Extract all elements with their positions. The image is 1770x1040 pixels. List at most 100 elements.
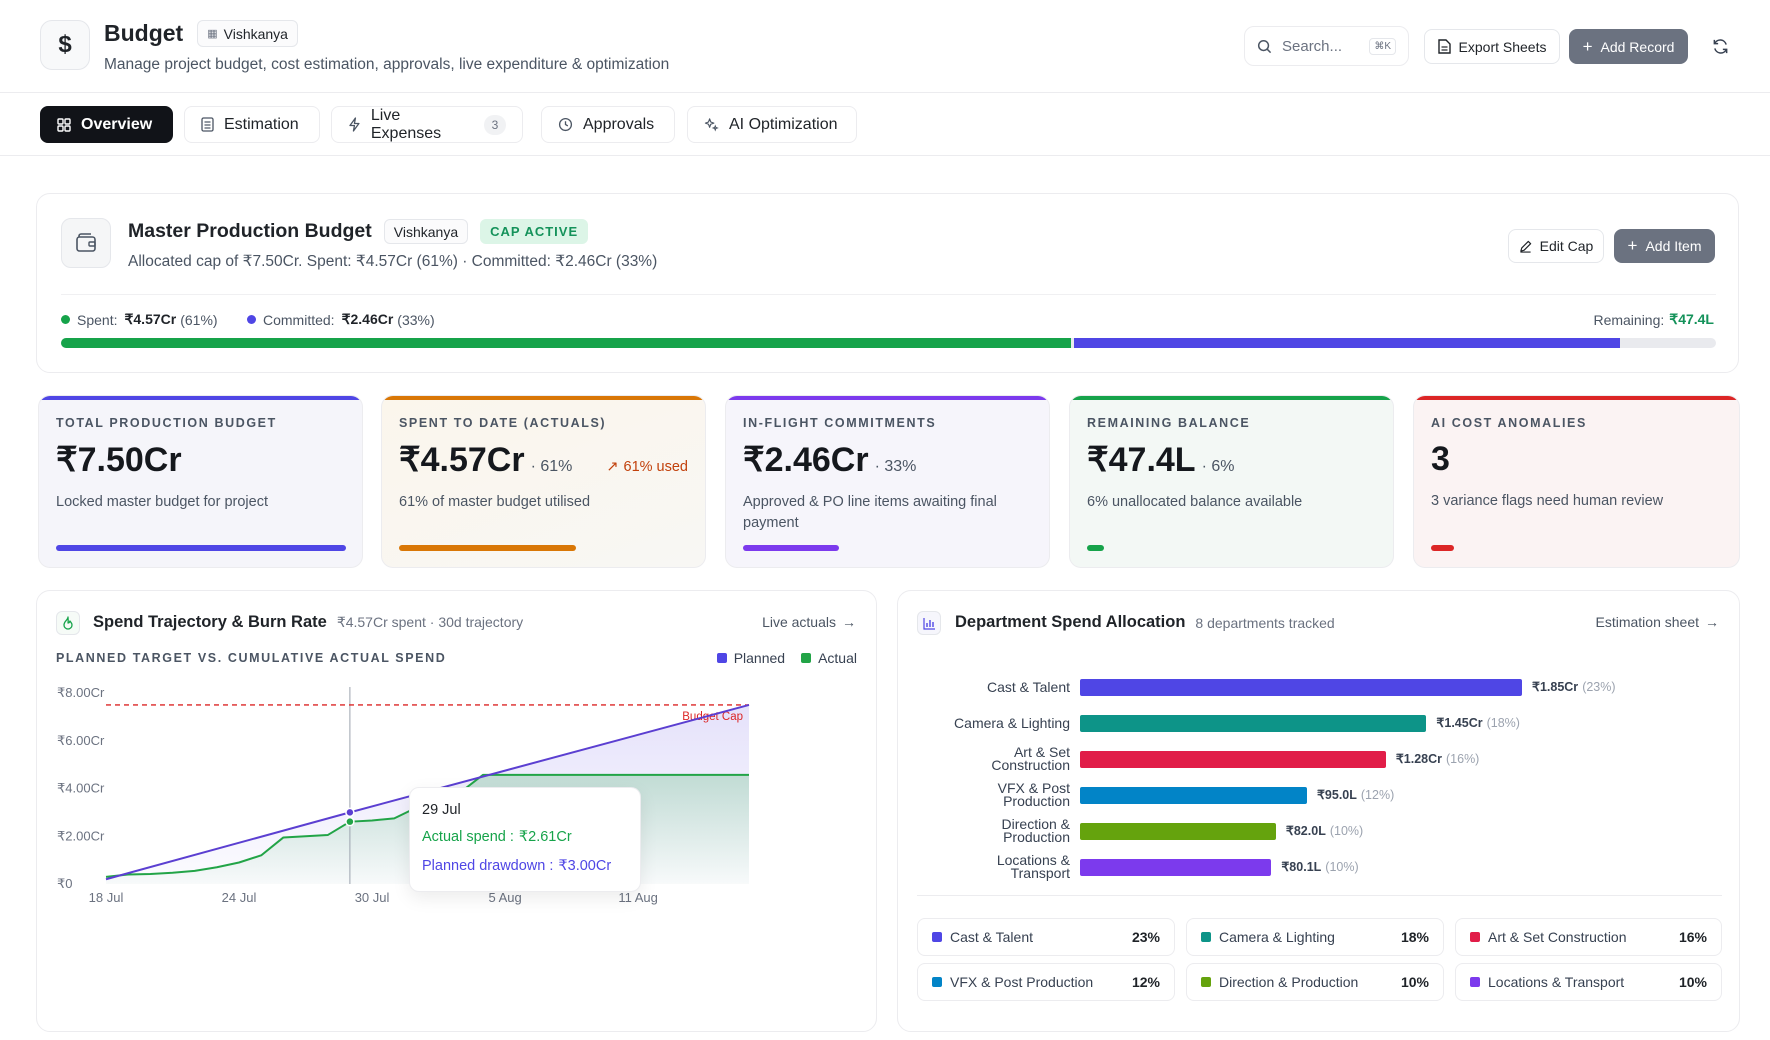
dept-bar-label-line: Art & Set <box>1013 744 1070 760</box>
dept-bar-row[interactable]: Direction & Production ₹82.0L (10%) <box>898 817 1741 845</box>
stat-card-total-budget: TOTAL PRODUCTION BUDGET ₹7.50Cr Locked m… <box>38 395 363 568</box>
stat-label: TOTAL PRODUCTION BUDGET <box>56 416 277 430</box>
live-actuals-link[interactable]: Live actuals → <box>762 614 856 630</box>
plus-icon: + <box>1582 36 1593 56</box>
dept-bar <box>1080 823 1276 840</box>
department-bar-chart: Cast & Talent ₹1.85Cr (23%) Camera & Lighti… <box>898 651 1741 881</box>
dept-bar-amount: ₹1.28Cr <box>1395 752 1442 766</box>
add-record-button[interactable]: + Add Record <box>1569 29 1688 64</box>
dept-bar-row[interactable]: Camera & Lighting ₹1.45Cr (18%) <box>898 709 1741 737</box>
dept-legend-name: Art & Set Construction <box>1488 929 1627 945</box>
dept-bar-pct: (10%) <box>1325 860 1359 874</box>
dept-legend-pct: 18% <box>1400 929 1429 945</box>
remaining-legend: Remaining: ₹47.4L <box>1593 311 1714 328</box>
edit-cap-button[interactable]: Edit Cap <box>1508 229 1604 263</box>
y-tick-label: ₹0 <box>57 876 73 891</box>
dept-bar-label: Locations & Transport <box>997 853 1070 881</box>
live-expenses-count-badge: 3 <box>484 114 506 135</box>
dept-legend-swatch <box>1201 932 1211 942</box>
dept-bar-row[interactable]: Art & Set Construction ₹1.28Cr (16%) <box>898 745 1741 773</box>
dept-legend-name: Direction & Production <box>1219 974 1359 990</box>
stat-card-anomalies: AI COST ANOMALIES 3 3 variance flags nee… <box>1413 395 1740 568</box>
bar-chart-icon <box>922 617 935 630</box>
dept-bar-value: ₹1.45Cr (18%) <box>1436 715 1520 730</box>
dept-bar-label: Direction & Production <box>1002 817 1070 845</box>
department-allocation-card: Department Spend Allocation 8 department… <box>897 590 1740 1032</box>
master-budget-subtitle: Allocated cap of ₹7.50Cr. Spent: ₹4.57Cr… <box>128 253 658 270</box>
tab-ai-optimization[interactable]: AI Optimization <box>687 106 857 143</box>
x-tick-label: 5 Aug <box>488 890 521 905</box>
dept-legend-name: Locations & Transport <box>1488 974 1625 990</box>
tab-live-expenses[interactable]: Live Expenses 3 <box>331 106 523 143</box>
tab-overview[interactable]: Overview <box>40 106 173 143</box>
stat-label: REMAINING BALANCE <box>1087 416 1251 430</box>
project-chip[interactable]: ▦ Vishkanya <box>197 20 298 47</box>
building-icon: ▦ <box>207 28 218 40</box>
dept-bar-row[interactable]: Locations & Transport ₹80.1L (10%) <box>898 853 1741 881</box>
dept-legend-swatch <box>932 977 942 987</box>
committed-dot <box>247 315 256 324</box>
dept-bar <box>1080 751 1386 768</box>
stat-progress <box>1431 545 1455 551</box>
search-input[interactable]: Search... ⌘K <box>1244 26 1409 66</box>
dept-legend-item[interactable]: Cast & Talent 23% <box>917 918 1175 956</box>
dept-legend-pct: 16% <box>1678 929 1707 945</box>
master-divider <box>61 294 1716 295</box>
stat-label: SPENT TO DATE (ACTUALS) <box>399 416 607 430</box>
search-icon <box>1257 39 1272 53</box>
add-item-button[interactable]: + Add Item <box>1614 229 1715 263</box>
refresh-button[interactable] <box>1707 33 1733 59</box>
dept-bar-row[interactable]: Cast & Talent ₹1.85Cr (23%) <box>898 673 1741 701</box>
dept-bar-value: ₹95.0L (12%) <box>1317 787 1394 802</box>
dept-legend-item[interactable]: Camera & Lighting 18% <box>1186 918 1444 956</box>
dept-legend-item[interactable]: Art & Set Construction 16% <box>1455 918 1722 956</box>
tooltip-date: 29 Jul <box>422 802 461 818</box>
trajectory-title: Spend Trajectory & Burn Rate <box>93 613 327 631</box>
dollar-icon: $ <box>58 31 72 58</box>
stat-pct: · 6% <box>1201 458 1235 475</box>
spend-trajectory-card: Spend Trajectory & Burn Rate ₹4.57Cr spe… <box>36 590 877 1032</box>
spent-progress-fill <box>61 338 1071 348</box>
dept-legend-pct: 12% <box>1131 974 1160 990</box>
dept-bar-label: Camera & Lighting <box>954 709 1070 737</box>
stat-accent-bar <box>726 396 1049 400</box>
x-tick-label: 11 Aug <box>618 890 658 905</box>
x-tick-label: 18 Jul <box>89 890 124 905</box>
pencil-icon <box>1519 240 1531 253</box>
dept-legend-item[interactable]: Direction & Production 10% <box>1186 963 1444 1001</box>
trajectory-legend: Planned Actual <box>716 650 857 666</box>
dept-legend-swatch <box>932 932 942 942</box>
y-tick-label: ₹6.00Cr <box>57 733 105 748</box>
export-sheets-button[interactable]: Export Sheets <box>1424 29 1560 64</box>
planned-hover-dot <box>345 807 355 818</box>
stat-value: ₹4.57Cr <box>399 441 525 479</box>
dept-legend-item[interactable]: VFX & Post Production 12% <box>917 963 1175 1001</box>
cap-active-badge: CAP ACTIVE <box>480 219 589 244</box>
spent-dot <box>61 315 70 324</box>
dept-icon-box <box>917 611 941 635</box>
dept-bar-amount: ₹80.1L <box>1281 860 1322 874</box>
arrow-right-icon: → <box>842 614 856 630</box>
stat-value: ₹47.4L <box>1087 441 1196 479</box>
dept-bar-row[interactable]: VFX & Post Production ₹95.0L (12%) <box>898 781 1741 809</box>
stat-card-commitments: IN-FLIGHT COMMITMENTS ₹2.46Cr · 33% Appr… <box>725 395 1050 568</box>
header-divider <box>0 92 1770 93</box>
dept-bar <box>1080 859 1272 876</box>
estimation-sheet-link[interactable]: Estimation sheet → <box>1595 614 1720 630</box>
dept-legend-item[interactable]: Locations & Transport 10% <box>1455 963 1722 1001</box>
x-tick-label: 30 Jul <box>355 890 390 905</box>
dept-bar-label-line: Locations & <box>996 852 1070 868</box>
stat-desc: Approved & PO line items awaiting final … <box>743 494 997 531</box>
dept-legend-swatch <box>1470 932 1480 942</box>
tab-approvals[interactable]: Approvals <box>541 106 675 143</box>
trajectory-icon-box <box>56 611 80 635</box>
stat-desc: 3 variance flags need human review <box>1431 493 1664 509</box>
dept-bar-pct: (18%) <box>1486 716 1520 730</box>
dept-bar <box>1080 679 1522 696</box>
tab-estimation[interactable]: Estimation <box>184 106 320 143</box>
dept-bar-label-line: Transport <box>1010 865 1070 881</box>
stat-label: IN-FLIGHT COMMITMENTS <box>743 416 937 430</box>
dept-bar-label: VFX & Post Production <box>998 781 1070 809</box>
dept-bar-label: Cast & Talent <box>987 673 1070 701</box>
budget-cap-label: Budget Cap <box>682 711 743 723</box>
